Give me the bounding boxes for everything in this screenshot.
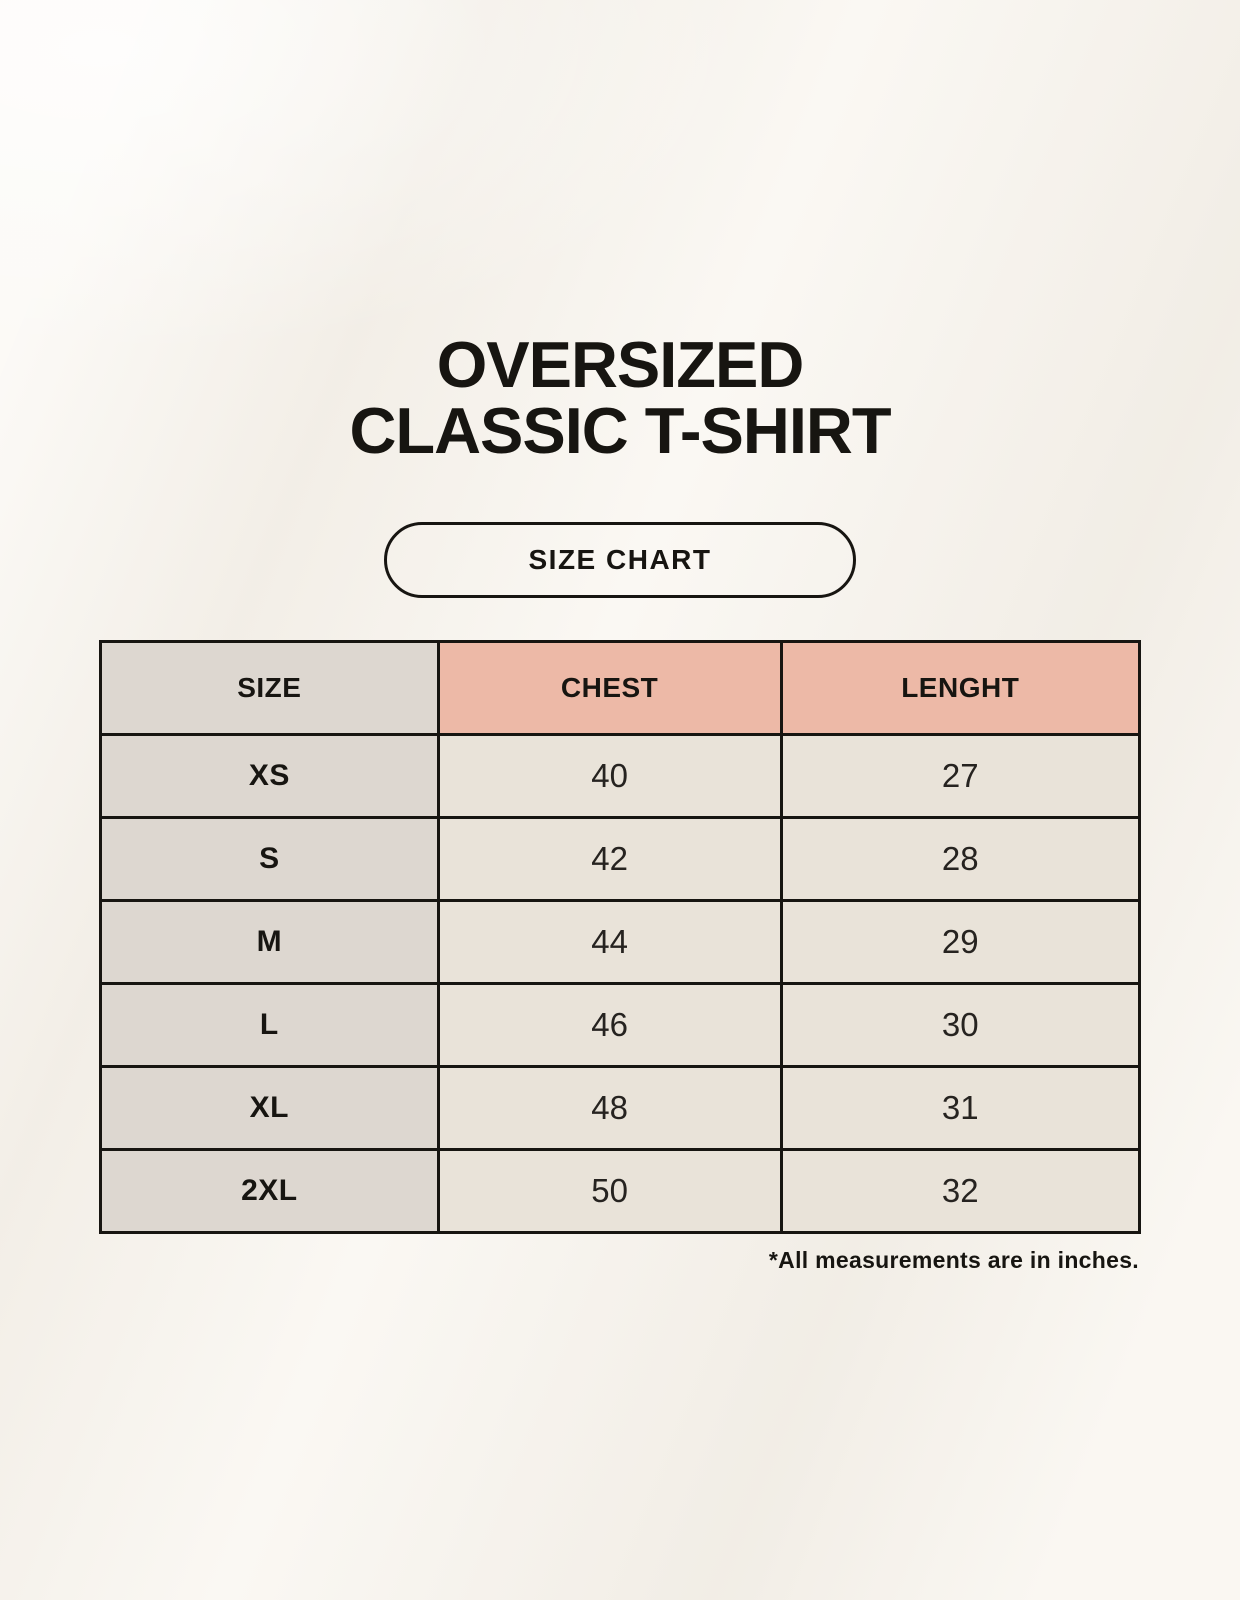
size-cell: XS [99, 733, 440, 819]
size-cell: L [99, 982, 440, 1068]
size-cell: XL [99, 1065, 440, 1151]
length-cell: 28 [779, 816, 1142, 902]
header-row: SIZE CHEST LENGHT [99, 640, 1142, 736]
product-title: OVERSIZED CLASSIC T-SHIRT [0, 332, 1240, 464]
size-chart-table-body: XS 40 27 S 42 28 M 44 29 L 46 30 XL 48 31 2XL 50 32 [99, 733, 1142, 1234]
length-cell: 32 [779, 1148, 1142, 1234]
column-header-size: SIZE [99, 640, 440, 736]
size-chart-badge-container: SIZE CHART [0, 522, 1240, 598]
chest-cell: 42 [436, 816, 783, 902]
table-row: XS 40 27 [99, 733, 1142, 819]
table-row: S 42 28 [99, 816, 1142, 902]
column-header-length: LENGHT [779, 640, 1142, 736]
length-cell: 27 [779, 733, 1142, 819]
table-row: XL 48 31 [99, 1065, 1142, 1151]
length-cell: 30 [779, 982, 1142, 1068]
column-header-chest: CHEST [436, 640, 783, 736]
chest-cell: 40 [436, 733, 783, 819]
product-title-line2: CLASSIC T-SHIRT [349, 394, 891, 467]
size-cell: M [99, 899, 440, 985]
size-chart-table: SIZE CHEST LENGHT XS 40 27 S 42 28 M 44 29 L 46 30 X… [99, 640, 1142, 1234]
chest-cell: 48 [436, 1065, 783, 1151]
size-cell: S [99, 816, 440, 902]
chest-cell: 44 [436, 899, 783, 985]
table-row: L 46 30 [99, 982, 1142, 1068]
product-title-line1: OVERSIZED [436, 328, 805, 401]
size-chart-badge: SIZE CHART [384, 522, 856, 598]
length-cell: 31 [779, 1065, 1142, 1151]
size-chart-page: OVERSIZED CLASSIC T-SHIRT SIZE CHART SIZ… [0, 332, 1240, 1273]
chest-cell: 50 [436, 1148, 783, 1234]
size-cell: 2XL [99, 1148, 440, 1234]
table-row: 2XL 50 32 [99, 1148, 1142, 1234]
table-row: M 44 29 [99, 899, 1142, 985]
measurements-footnote: *All measurements are in inches. [768, 1247, 1139, 1273]
chest-cell: 46 [436, 982, 783, 1068]
length-cell: 29 [779, 899, 1142, 985]
